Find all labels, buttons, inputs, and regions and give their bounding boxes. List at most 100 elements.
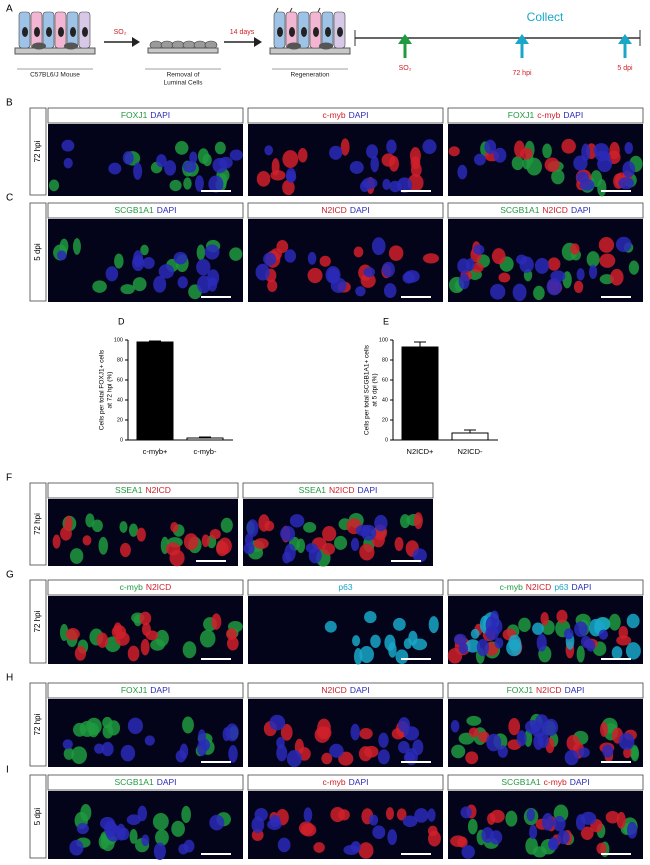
cell-signal bbox=[414, 808, 429, 823]
error-bar bbox=[149, 340, 161, 342]
cell-signal bbox=[570, 243, 580, 255]
micrograph bbox=[248, 596, 443, 665]
tissue-illustration bbox=[269, 7, 351, 55]
cell-signal bbox=[158, 264, 175, 279]
cell-signal bbox=[199, 629, 216, 648]
cell-signal bbox=[340, 138, 350, 156]
cell-signal bbox=[616, 635, 632, 646]
cell-signal bbox=[120, 744, 136, 762]
cell-signal bbox=[122, 151, 134, 165]
cell-signal bbox=[131, 255, 145, 272]
cell-signal bbox=[485, 625, 499, 641]
cell-signal bbox=[169, 179, 182, 192]
cell-signal bbox=[364, 611, 377, 624]
cell-signal bbox=[220, 517, 233, 533]
cell-signal bbox=[598, 629, 609, 640]
cell-signal bbox=[57, 250, 67, 261]
cell-signal bbox=[576, 268, 585, 281]
stain-label: SSEA1 bbox=[115, 485, 143, 495]
cell-signal bbox=[457, 258, 470, 274]
cell-signal bbox=[465, 639, 481, 653]
cell-signal bbox=[209, 529, 221, 540]
process-arrow-head bbox=[254, 37, 262, 47]
stain-label: N2ICD bbox=[321, 205, 347, 215]
panel-letter: D bbox=[118, 316, 125, 326]
cell-signal bbox=[253, 538, 269, 550]
cell-signal bbox=[540, 611, 549, 626]
timepoint-label: 5 dpi bbox=[617, 65, 633, 72]
cell-signal bbox=[349, 161, 364, 174]
cell-signal bbox=[608, 613, 621, 631]
micrograph bbox=[248, 124, 443, 196]
y-tick-label: 20 bbox=[382, 417, 388, 423]
panel-letter: G bbox=[6, 570, 14, 581]
cell-signal bbox=[622, 161, 636, 178]
bar bbox=[401, 346, 439, 441]
cell-signal bbox=[593, 143, 609, 158]
cell-signal bbox=[80, 803, 92, 822]
micrograph bbox=[248, 699, 443, 768]
cell-signal bbox=[385, 807, 395, 820]
cell-signal bbox=[120, 284, 135, 295]
stain-label: c-myb bbox=[500, 582, 523, 592]
stain-label: p63 bbox=[554, 582, 568, 592]
side-label: 72 hpi bbox=[33, 713, 42, 735]
cell-signal bbox=[73, 722, 87, 737]
stain-label: c-myb bbox=[323, 777, 346, 787]
cell-signal bbox=[280, 525, 296, 542]
cell-signal bbox=[487, 812, 496, 825]
cell-signal bbox=[609, 141, 620, 160]
side-label-box bbox=[29, 579, 47, 664]
cell-signal bbox=[486, 733, 502, 752]
header-box bbox=[47, 774, 244, 791]
panel-letter: B bbox=[6, 98, 13, 109]
cell-signal bbox=[256, 170, 271, 187]
panel-letter: C bbox=[6, 193, 13, 204]
nucleus bbox=[34, 27, 40, 37]
cell-signal bbox=[229, 149, 243, 161]
scale-bar bbox=[201, 761, 231, 763]
header-box bbox=[447, 682, 644, 699]
step-label: Regeneration bbox=[290, 72, 329, 79]
cell-signal bbox=[361, 524, 377, 541]
nucleus bbox=[58, 27, 64, 37]
side-label: 5 dpi bbox=[33, 243, 42, 261]
cell-signal bbox=[505, 810, 518, 827]
stain-label: c-myb bbox=[537, 110, 560, 120]
cell-signal bbox=[189, 151, 198, 164]
cell-signal bbox=[544, 157, 560, 172]
header-box bbox=[47, 579, 244, 596]
cell-signal bbox=[62, 739, 73, 750]
cell-signal bbox=[314, 726, 330, 743]
scale-bar bbox=[391, 560, 421, 562]
header-label: SSEA1 N2ICD DAPI bbox=[299, 485, 378, 495]
cell-signal bbox=[359, 180, 370, 192]
side-label: 5 dpi bbox=[33, 808, 42, 826]
cell-signal bbox=[408, 630, 418, 646]
cell-signal bbox=[139, 611, 152, 626]
header-box bbox=[447, 579, 644, 596]
header-box bbox=[247, 202, 444, 219]
stain-label: N2ICD bbox=[329, 485, 355, 495]
cell-signal bbox=[144, 735, 155, 746]
cell-signal bbox=[227, 636, 239, 651]
cell-signal bbox=[460, 806, 472, 819]
cell-signal bbox=[366, 144, 379, 159]
cell-signal bbox=[599, 722, 608, 737]
y-tick-label: 0 bbox=[120, 437, 123, 443]
x-tick-label: N2ICD+ bbox=[407, 447, 435, 456]
cell-signal bbox=[490, 283, 506, 300]
stain-label: DAPI bbox=[349, 110, 369, 120]
cell-signal bbox=[553, 815, 566, 832]
basal-cell bbox=[32, 42, 46, 50]
stain-label: N2ICD bbox=[526, 582, 552, 592]
stain-label: DAPI bbox=[570, 777, 590, 787]
basal-cell bbox=[64, 42, 78, 50]
cell-signal bbox=[183, 177, 192, 190]
cell-signal bbox=[141, 834, 150, 846]
side-label: 72 hpi bbox=[33, 610, 42, 632]
cell-signal bbox=[450, 719, 460, 733]
cell-signal bbox=[494, 637, 504, 649]
cell-signal bbox=[85, 513, 95, 528]
cell-signal bbox=[267, 279, 278, 292]
